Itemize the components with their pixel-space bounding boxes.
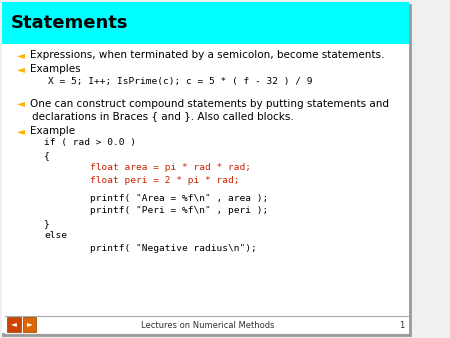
Text: {: { bbox=[44, 151, 50, 160]
Text: Examples: Examples bbox=[30, 65, 80, 74]
Text: printf( "Negative radius\n");: printf( "Negative radius\n"); bbox=[44, 244, 257, 253]
Text: Statements: Statements bbox=[11, 14, 129, 32]
Text: ►: ► bbox=[27, 319, 32, 329]
Text: Example: Example bbox=[30, 126, 75, 136]
Text: ◄: ◄ bbox=[17, 126, 25, 136]
FancyBboxPatch shape bbox=[22, 316, 36, 332]
Text: }: } bbox=[44, 219, 50, 228]
FancyBboxPatch shape bbox=[3, 5, 410, 335]
Text: Lectures on Numerical Methods: Lectures on Numerical Methods bbox=[141, 321, 274, 331]
Text: float area = pi * rad * rad;: float area = pi * rad * rad; bbox=[44, 163, 251, 172]
Text: One can construct compound statements by putting statements and: One can construct compound statements by… bbox=[30, 99, 388, 108]
Text: declarations in Braces { and }. Also called blocks.: declarations in Braces { and }. Also cal… bbox=[32, 111, 294, 121]
Text: float peri = 2 * pi * rad;: float peri = 2 * pi * rad; bbox=[44, 176, 240, 185]
Text: ◄: ◄ bbox=[11, 319, 17, 329]
Text: if ( rad > 0.0 ): if ( rad > 0.0 ) bbox=[44, 138, 136, 147]
Text: printf( "Peri = %f\n" , peri );: printf( "Peri = %f\n" , peri ); bbox=[44, 206, 269, 215]
Text: ◄: ◄ bbox=[17, 50, 25, 60]
Text: ◄: ◄ bbox=[17, 65, 25, 74]
FancyBboxPatch shape bbox=[2, 2, 410, 44]
Text: X = 5; I++; IsPrime(c); c = 5 * ( f - 32 ) / 9: X = 5; I++; IsPrime(c); c = 5 * ( f - 32… bbox=[48, 77, 312, 86]
Text: else: else bbox=[44, 231, 67, 240]
Text: Expressions, when terminated by a semicolon, become statements.: Expressions, when terminated by a semico… bbox=[30, 50, 384, 60]
Text: printf( "Area = %f\n" , area );: printf( "Area = %f\n" , area ); bbox=[44, 194, 269, 203]
Text: ◄: ◄ bbox=[17, 99, 25, 108]
Text: 1: 1 bbox=[399, 321, 404, 331]
FancyBboxPatch shape bbox=[7, 316, 21, 332]
FancyBboxPatch shape bbox=[2, 5, 410, 333]
